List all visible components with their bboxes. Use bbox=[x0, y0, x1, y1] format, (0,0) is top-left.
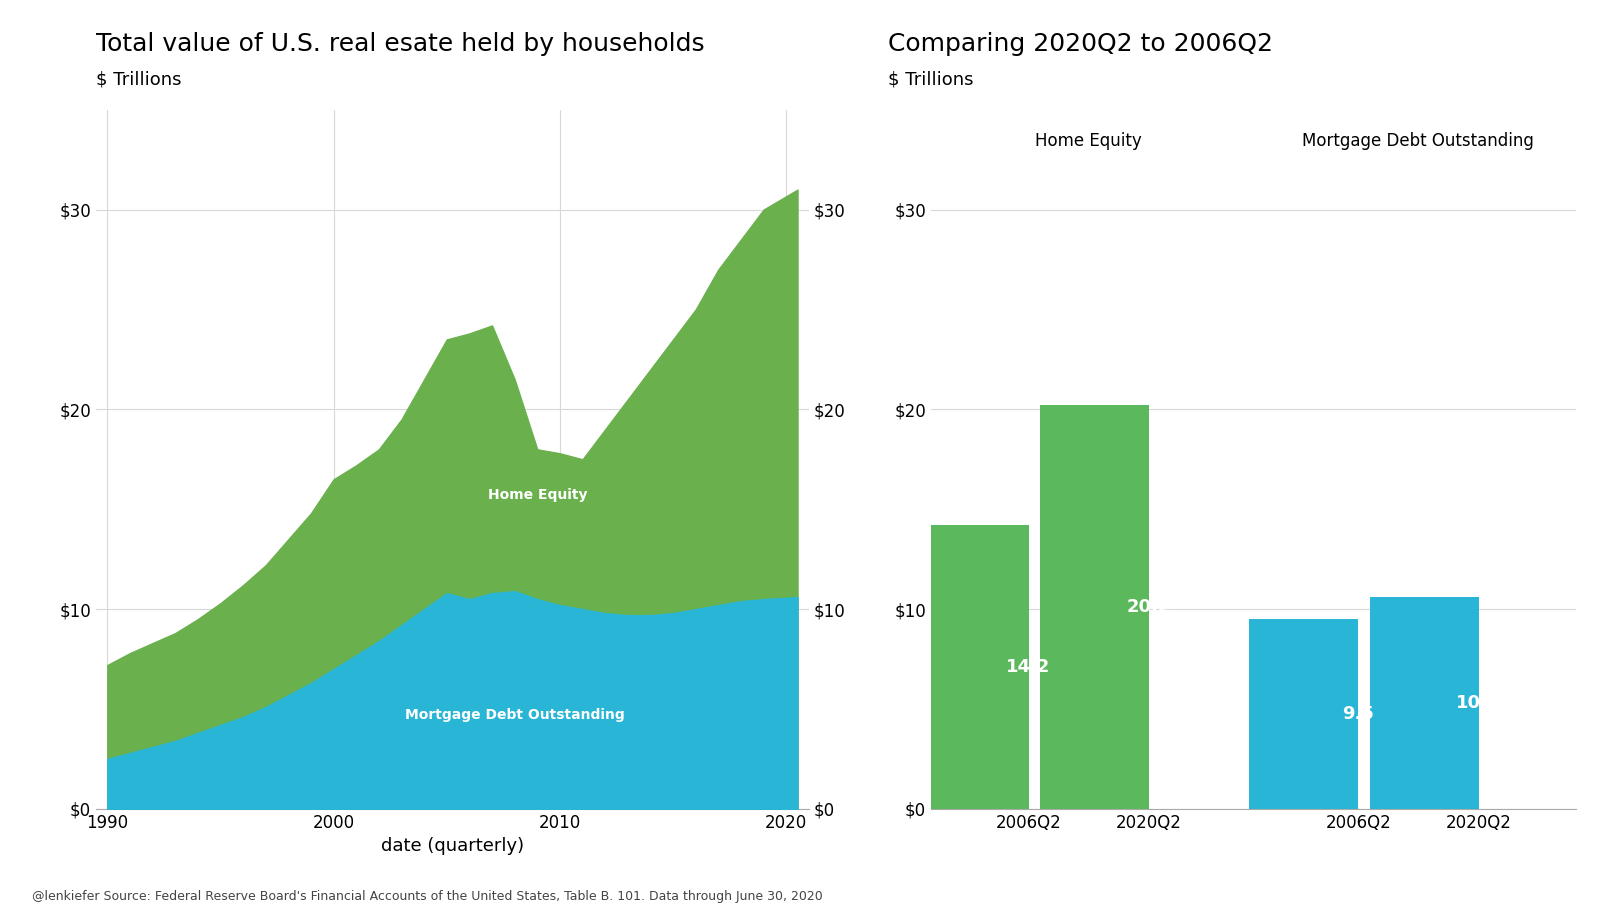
Text: 10.6: 10.6 bbox=[1456, 694, 1501, 712]
Text: $ Trillions: $ Trillions bbox=[96, 70, 181, 89]
Text: 20.2: 20.2 bbox=[1126, 598, 1171, 616]
Bar bbox=[1250, 619, 1358, 809]
Text: 14.2: 14.2 bbox=[1006, 658, 1051, 676]
Text: $ Trillions: $ Trillions bbox=[888, 70, 973, 89]
Text: 9.5: 9.5 bbox=[1342, 705, 1374, 723]
Text: @lenkiefer Source: Federal Reserve Board's Financial Accounts of the United Stat: @lenkiefer Source: Federal Reserve Board… bbox=[32, 890, 822, 903]
Bar bbox=[1370, 597, 1478, 809]
Text: Home Equity: Home Equity bbox=[488, 488, 587, 502]
Bar bbox=[1040, 405, 1149, 809]
X-axis label: date (quarterly): date (quarterly) bbox=[381, 837, 523, 856]
Text: Comparing 2020Q2 to 2006Q2: Comparing 2020Q2 to 2006Q2 bbox=[888, 32, 1274, 56]
Text: Home Equity: Home Equity bbox=[1035, 132, 1142, 150]
Text: Mortgage Debt Outstanding: Mortgage Debt Outstanding bbox=[405, 708, 624, 722]
Text: Total value of U.S. real esate held by households: Total value of U.S. real esate held by h… bbox=[96, 32, 704, 56]
Text: Mortgage Debt Outstanding: Mortgage Debt Outstanding bbox=[1302, 132, 1534, 150]
Bar bbox=[920, 526, 1029, 809]
